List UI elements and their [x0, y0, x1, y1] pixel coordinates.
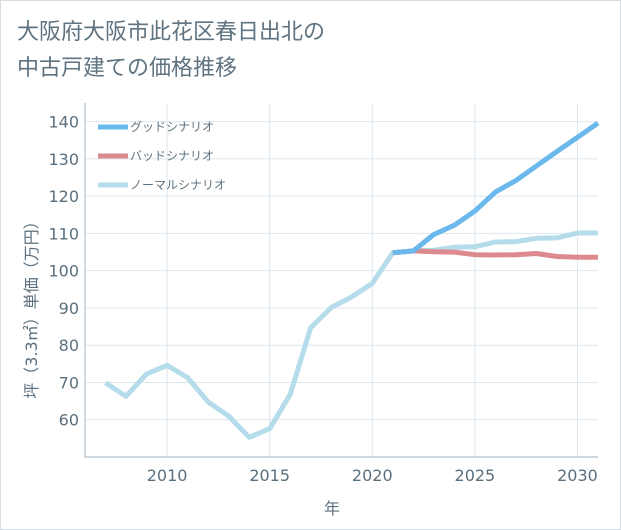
y-tick-label: 100 — [48, 262, 79, 281]
legend-label: グッドシナリオ — [130, 120, 214, 134]
chart-title-line-2: 中古戸建ての価格推移 — [17, 56, 238, 81]
y-tick-label: 130 — [48, 150, 79, 169]
y-axis-title: 坪（3.3㎡）単価（万円） — [22, 213, 41, 398]
x-tick-label: 2020 — [352, 466, 393, 485]
series-line-2 — [104, 230, 598, 440]
y-tick-label: 70 — [59, 373, 79, 392]
y-tick-label: 110 — [48, 224, 79, 243]
series-lines — [104, 121, 600, 440]
y-tick-label: 120 — [48, 187, 79, 206]
legend-label: バッドシナリオ — [130, 149, 214, 163]
y-tick-label: 80 — [59, 336, 79, 355]
x-tick-label: 2010 — [147, 466, 188, 485]
x-axis-title: 年 — [324, 499, 340, 518]
chart-title-line-1: 大阪府大阪市此花区春日出北の — [17, 20, 326, 45]
tick-labels: 60 70 80 90 100 110 120 130 140 2010 2015 2020 2025 2… — [48, 113, 597, 485]
x-tick-label: 2025 — [455, 466, 496, 485]
y-tick-label: 90 — [59, 299, 79, 318]
y-tick-label: 60 — [59, 411, 79, 430]
series-line-1 — [392, 248, 598, 260]
legend-label: ノーマルシナリオ — [130, 178, 226, 192]
chart-title: 大阪府大阪市此花区春日出北の 中古戸建ての価格推移 — [17, 15, 537, 87]
axes — [84, 103, 598, 458]
x-tick-label: 2030 — [557, 466, 598, 485]
y-tick-label: 140 — [48, 113, 79, 132]
series-line-0 — [392, 121, 600, 256]
x-tick-label: 2015 — [249, 466, 290, 485]
